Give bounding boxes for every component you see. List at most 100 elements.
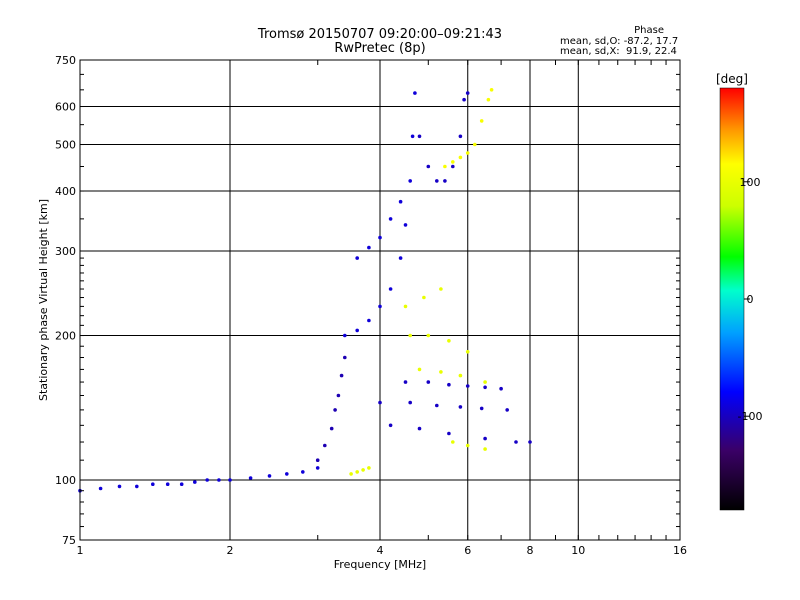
x-tick-label: 8 (527, 544, 534, 557)
data-point (465, 384, 470, 388)
y-tick-label: 750 (55, 54, 76, 67)
data-point (388, 217, 393, 221)
data-point (403, 304, 408, 309)
data-point (361, 468, 365, 472)
data-point (458, 405, 463, 409)
data-point (458, 373, 463, 378)
data-point (451, 440, 455, 444)
data-point (483, 436, 487, 441)
data-point (228, 478, 232, 482)
data-point (473, 142, 477, 147)
data-point (367, 318, 371, 323)
x-tick-label: 2 (227, 544, 234, 557)
data-point (267, 474, 272, 478)
data-point (435, 179, 439, 183)
data-point (408, 179, 413, 183)
data-point (248, 476, 253, 480)
data-point (483, 385, 487, 390)
data-point (378, 400, 382, 405)
y-tick-label: 75 (62, 534, 76, 547)
data-point (388, 423, 393, 428)
phase-heading: Phase (634, 25, 664, 36)
y-tick-label: 200 (55, 330, 76, 343)
data-point (422, 295, 426, 300)
data-point (355, 256, 360, 260)
data-point (417, 367, 422, 372)
data-point (179, 482, 184, 487)
data-point (398, 256, 403, 260)
data-point (451, 160, 455, 164)
data-point (447, 339, 451, 343)
data-point (458, 155, 463, 160)
colorbar-tick-label: 100 (740, 176, 761, 189)
data-point (285, 472, 289, 476)
data-point (458, 134, 463, 139)
data-point (505, 408, 510, 412)
x-tick-label: 6 (464, 544, 471, 557)
data-point (408, 333, 413, 338)
data-point (426, 333, 431, 338)
y-tick-label: 300 (55, 245, 76, 258)
data-point (514, 440, 518, 444)
data-point (329, 426, 334, 431)
data-point (165, 482, 170, 487)
data-point (443, 179, 447, 183)
data-point (417, 134, 422, 139)
data-point (398, 199, 403, 204)
colorbar-label: [deg] (716, 72, 748, 86)
data-point (403, 380, 408, 384)
data-point (301, 470, 305, 474)
data-point (462, 97, 466, 102)
data-point (439, 287, 443, 291)
data-point (499, 386, 503, 391)
data-point (205, 478, 209, 482)
data-point (439, 370, 443, 374)
data-point (447, 431, 451, 436)
data-point (339, 373, 344, 378)
colorbar-tick-label: 0 (747, 293, 754, 306)
data-point (117, 484, 122, 489)
chart-subtitle: RwPretec (8p) (334, 41, 426, 56)
x-tick-label: 16 (673, 544, 687, 557)
data-point (465, 151, 470, 155)
data-point (98, 486, 103, 491)
data-point (135, 484, 139, 489)
data-point (426, 164, 431, 169)
data-point (403, 223, 408, 227)
data-point (479, 406, 484, 411)
x-tick-label: 4 (377, 544, 384, 557)
data-point (483, 380, 487, 384)
data-point (315, 466, 320, 470)
phase-o-stats: mean, sd,O: -87.2, 17.7 (560, 36, 679, 47)
data-point (355, 470, 360, 474)
data-point (489, 88, 494, 92)
y-axis-label: Stationary phase Virtual Height [km] (37, 199, 50, 401)
data-point (435, 403, 439, 408)
data-point (378, 235, 382, 240)
chart-title: Tromsø 20150707 09:20:00–09:21:43 (257, 27, 503, 42)
data-point (367, 245, 371, 250)
data-point (367, 466, 371, 470)
data-point (151, 482, 155, 487)
data-point (343, 333, 347, 338)
data-point (410, 134, 415, 139)
y-tick-label: 100 (55, 474, 76, 487)
y-tick-label: 500 (55, 139, 76, 152)
x-axis-label: Frequency [MHz] (334, 558, 426, 571)
x-tick-label: 1 (77, 544, 84, 557)
data-point (408, 400, 413, 405)
data-point (465, 443, 470, 448)
data-point (193, 480, 197, 484)
data-point (378, 304, 382, 309)
data-point (217, 478, 221, 482)
data-point (483, 447, 487, 451)
data-point (388, 287, 393, 291)
data-point (355, 328, 360, 333)
data-point (417, 426, 422, 431)
data-point (447, 382, 451, 387)
data-point (528, 440, 532, 444)
data-point (349, 472, 353, 476)
data-point (465, 350, 470, 354)
data-point (413, 91, 417, 95)
